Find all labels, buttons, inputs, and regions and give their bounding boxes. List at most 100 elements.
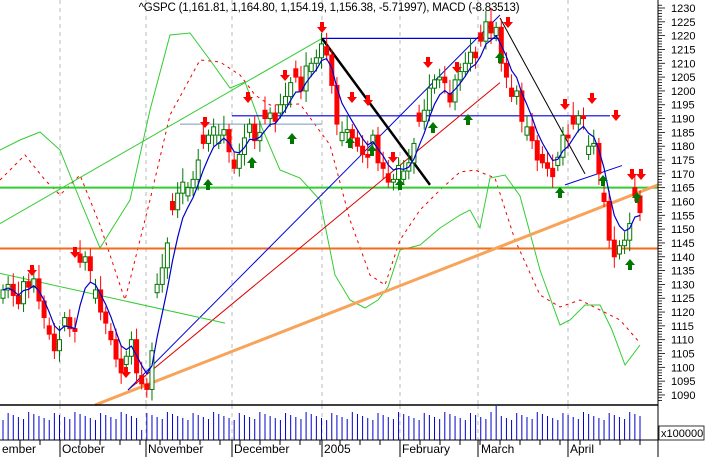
y-axis-label: 1165 — [671, 183, 695, 195]
candle-body — [36, 278, 42, 302]
trendline-red — [127, 82, 501, 391]
volume-unit-label: x100000 — [661, 428, 703, 440]
candle-body — [580, 115, 586, 120]
sell-arrow-icon — [280, 70, 290, 81]
candle-body — [190, 178, 196, 189]
y-axis-label: 1185 — [671, 127, 695, 139]
candle-body — [560, 134, 566, 158]
candle-body — [467, 51, 473, 64]
candle-body — [154, 283, 160, 294]
buy-arrow-icon — [287, 133, 297, 144]
candle-body — [401, 170, 407, 180]
candlesticks — [0, 8, 643, 401]
candle-body — [354, 137, 360, 147]
candle-body — [396, 165, 402, 180]
candle-body — [195, 159, 201, 180]
sell-arrow-icon — [347, 92, 357, 103]
sell-arrow-icon — [611, 110, 621, 121]
candle-body — [426, 87, 432, 111]
candle-body — [627, 223, 633, 241]
candle-body — [442, 76, 448, 84]
y-axis-label: 1220 — [671, 31, 695, 43]
x-axis-label: December — [234, 442, 289, 456]
candle-body — [596, 142, 602, 175]
candle-body — [365, 153, 371, 158]
sell-arrow-icon — [70, 247, 80, 258]
buy-arrow-icon — [555, 187, 565, 198]
candle-body — [611, 239, 617, 258]
signal-arrows — [27, 17, 646, 378]
sell-arrow-icon — [363, 95, 373, 106]
candle-body — [77, 253, 83, 263]
candle-body — [545, 162, 551, 169]
y-axis-label: 1215 — [671, 44, 695, 56]
candle-body — [622, 239, 628, 247]
candle-body — [262, 109, 268, 120]
candle-body — [288, 82, 294, 97]
buy-arrow-icon — [463, 114, 473, 125]
buy-arrow-icon — [367, 145, 377, 156]
candle-body — [503, 62, 509, 78]
moving-average-line — [2, 34, 641, 375]
candle-body — [390, 178, 396, 183]
candle-body — [113, 339, 119, 360]
candle-body — [493, 26, 499, 37]
candle-body — [313, 57, 319, 64]
y-axis-label: 1105 — [671, 349, 695, 361]
y-axis-label: 1120 — [671, 307, 695, 319]
buy-arrow-icon — [625, 259, 635, 270]
sell-arrow-icon — [452, 62, 462, 73]
candle-body — [205, 134, 211, 144]
candle-body — [175, 192, 181, 211]
buy-arrow-icon — [247, 157, 257, 168]
sell-arrow-icon — [503, 17, 513, 28]
candle-body — [555, 156, 561, 167]
candle-body — [92, 289, 98, 299]
candle-body — [118, 358, 124, 374]
sell-arrow-icon — [627, 169, 637, 180]
x-axis-label: ember — [2, 442, 36, 456]
candle-body — [550, 167, 556, 178]
candle-body — [5, 283, 11, 291]
candle-body — [565, 134, 571, 139]
macd-signal-line — [0, 59, 641, 344]
candle-body — [473, 51, 479, 59]
y-axis-label: 1225 — [671, 17, 695, 29]
candle-body — [180, 181, 186, 194]
x-axis-label: October — [62, 442, 105, 456]
bollinger-band — [0, 32, 641, 367]
channel-line-green — [0, 37, 323, 225]
trend-lines — [0, 14, 659, 407]
candle-body — [277, 104, 283, 114]
y-axis-label: 1125 — [671, 293, 695, 305]
y-axis-label: 1160 — [671, 196, 695, 208]
candle-body — [159, 267, 165, 285]
sell-arrow-icon — [423, 57, 433, 68]
sell-arrow-icon — [27, 265, 37, 276]
candle-body — [519, 90, 525, 122]
y-axis-label: 1090 — [671, 390, 695, 402]
candle-body — [606, 200, 612, 241]
axes — [0, 0, 665, 457]
candle-body — [319, 43, 324, 59]
candle-body — [283, 95, 289, 106]
candle-body — [457, 71, 463, 81]
y-axis-label: 1175 — [671, 155, 695, 167]
candle-body — [324, 46, 330, 56]
chart-title: ^GSPC (1,161.81, 1,164.80, 1,154.19, 1,1… — [138, 2, 520, 14]
candle-body — [514, 90, 520, 97]
y-axis-label: 1100 — [671, 362, 695, 374]
buy-arrow-icon — [345, 137, 355, 148]
y-axis-label: 1205 — [671, 72, 695, 84]
y-axis-label: 1195 — [671, 100, 695, 112]
x-axis-label: November — [148, 442, 203, 456]
long-trendline-orange — [94, 183, 659, 407]
candle-body — [488, 21, 494, 34]
x-axis-label: April — [570, 442, 594, 456]
candle-body — [139, 375, 145, 385]
y-axis-label: 1095 — [671, 376, 695, 388]
x-axis-label: 2005 — [324, 442, 351, 456]
candle-body — [26, 281, 32, 288]
